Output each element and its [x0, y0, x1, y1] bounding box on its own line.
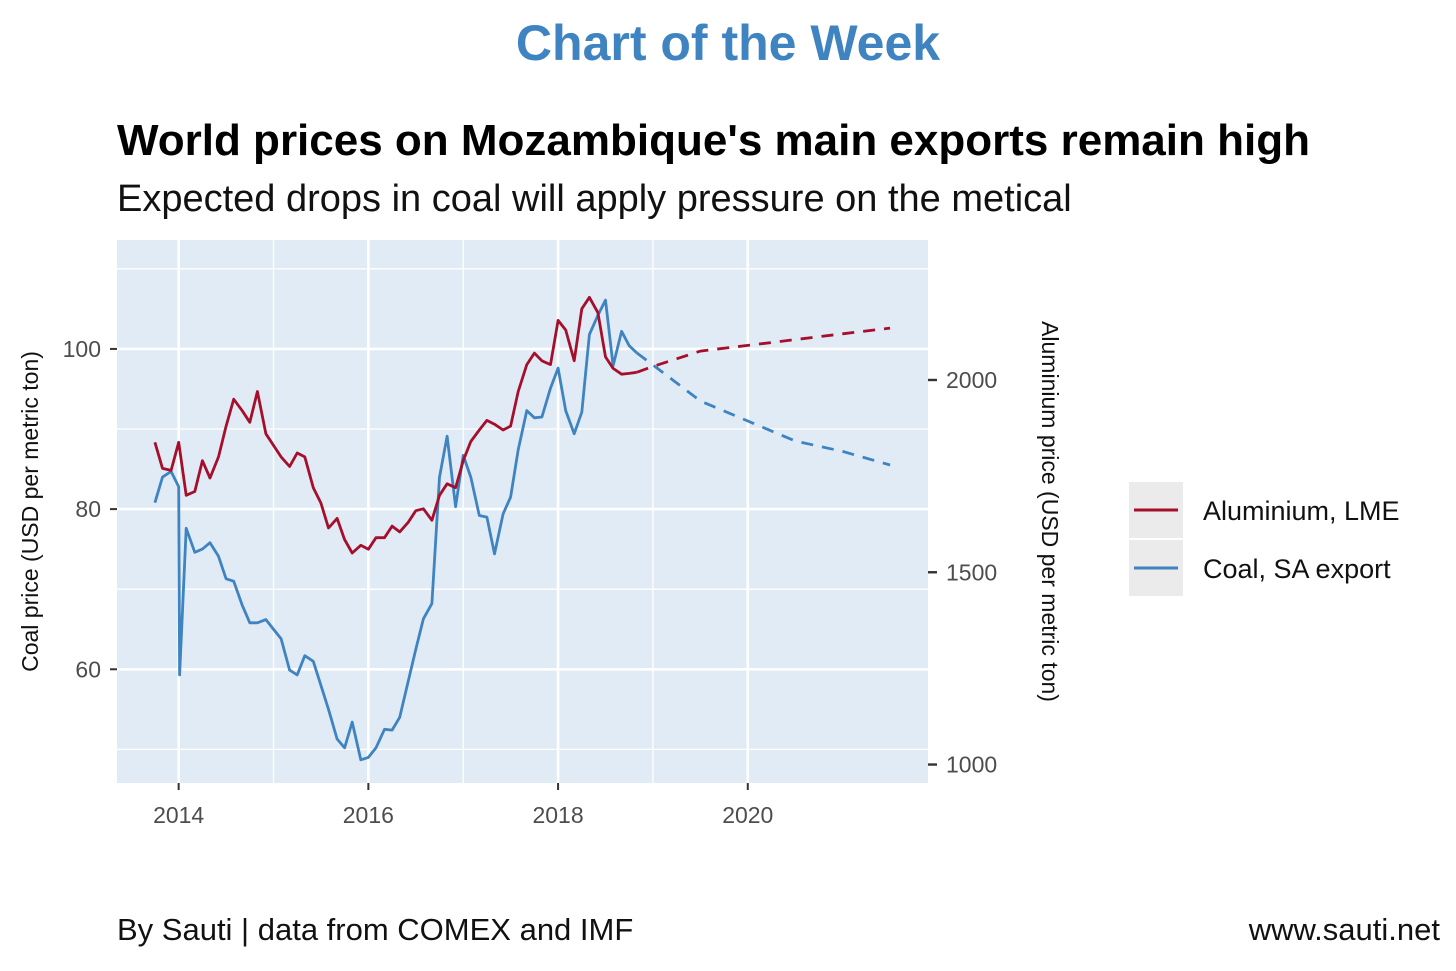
banner-title: Chart of the Week — [515, 15, 941, 71]
x-tick-label: 2016 — [343, 802, 394, 828]
series-line-aluminium-lme — [153, 295, 638, 555]
series-line-coal-sa-export — [153, 298, 638, 762]
series-forecast-coal-sa-export — [635, 351, 891, 467]
x-tick-label: 2020 — [722, 802, 773, 828]
y-left-tick-label: 100 — [63, 336, 101, 362]
x-tick-label: 2014 — [153, 802, 204, 828]
y-right-axis-title: Aluminium price (USD per metric ton) — [1037, 321, 1063, 702]
y-right-tick-label: 1000 — [946, 752, 997, 778]
y-right-tick-label: 2000 — [946, 367, 997, 393]
y-right-tick-label: 1500 — [946, 559, 997, 585]
y-left-axis-title: Coal price (USD per metric ton) — [17, 351, 43, 672]
y-left-tick-label: 80 — [75, 496, 101, 522]
legend-label: Aluminium, LME — [1203, 496, 1400, 526]
y-left-tick-label: 60 — [75, 656, 101, 682]
website-url: www.sauti.net — [1248, 912, 1440, 947]
legend-label: Coal, SA export — [1203, 554, 1391, 584]
plot-panel — [117, 240, 928, 783]
x-tick-label: 2018 — [532, 802, 583, 828]
series-forecast-aluminium-lme — [636, 326, 891, 374]
source-credit: By Sauti | data from COMEX and IMF — [117, 912, 634, 947]
chart-subtitle: Expected drops in coal will apply pressu… — [117, 178, 1072, 220]
chart-title: World prices on Mozambique's main export… — [117, 116, 1310, 165]
